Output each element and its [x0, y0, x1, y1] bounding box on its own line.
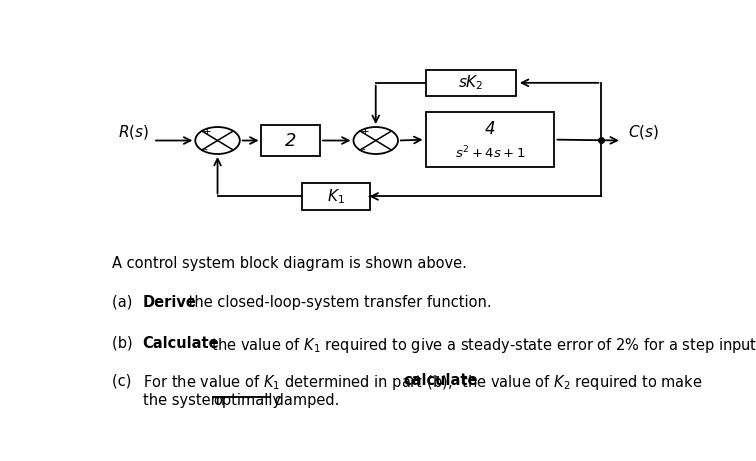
Text: optimally: optimally	[213, 393, 281, 408]
Text: damped.: damped.	[270, 393, 339, 408]
Text: the closed-loop-system transfer function.: the closed-loop-system transfer function…	[184, 295, 491, 310]
Text: the system: the system	[143, 393, 229, 408]
Text: $s^2+4s+1$: $s^2+4s+1$	[454, 145, 525, 161]
Text: -: -	[203, 144, 207, 154]
Bar	[426, 70, 516, 96]
Text: Derive: Derive	[143, 295, 197, 310]
Text: A control system block diagram is shown above.: A control system block diagram is shown …	[112, 256, 467, 271]
Text: the value of $K_1$ required to give a steady-state error of 2% for a step input.: the value of $K_1$ required to give a st…	[207, 336, 756, 355]
Text: 2: 2	[285, 131, 296, 149]
Text: +: +	[203, 127, 212, 137]
Text: 4: 4	[485, 119, 495, 138]
Circle shape	[195, 127, 240, 154]
Text: $K_1$: $K_1$	[327, 187, 345, 206]
Bar	[262, 124, 320, 156]
Text: -: -	[361, 144, 365, 154]
Text: (b): (b)	[112, 336, 147, 351]
Text: (a): (a)	[112, 295, 147, 310]
Text: the value of $K_2$ required to make: the value of $K_2$ required to make	[457, 373, 702, 392]
Bar	[302, 183, 370, 210]
Circle shape	[354, 127, 398, 154]
Text: For the value of $K_1$ determined in part (b),: For the value of $K_1$ determined in par…	[143, 373, 454, 392]
Text: (c): (c)	[112, 373, 145, 388]
Text: $R(s)$: $R(s)$	[118, 123, 149, 141]
Text: +: +	[361, 127, 370, 137]
Text: $C(s)$: $C(s)$	[627, 123, 658, 141]
Text: calculate: calculate	[403, 373, 478, 388]
Text: Calculate: Calculate	[143, 336, 219, 351]
Bar	[426, 112, 554, 167]
Text: $sK_2$: $sK_2$	[458, 73, 484, 92]
